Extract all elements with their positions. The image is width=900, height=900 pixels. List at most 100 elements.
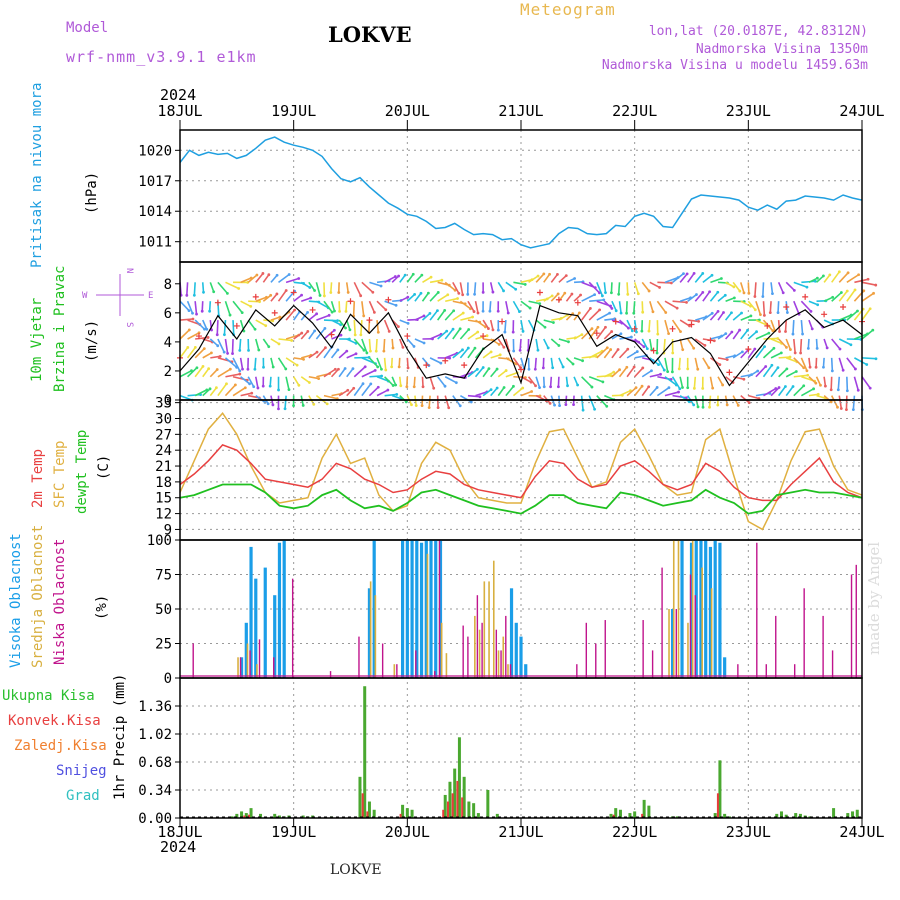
y-tick-label: 0 bbox=[164, 671, 172, 687]
wind-arrow-head bbox=[193, 346, 197, 349]
wind-arrow-head bbox=[866, 277, 870, 281]
time-label-top: 18JUL bbox=[157, 102, 202, 120]
cloud-bar bbox=[434, 671, 436, 678]
wind-arrow bbox=[467, 394, 480, 398]
wind-arrow bbox=[793, 357, 805, 369]
wind-arrow-head bbox=[692, 403, 696, 407]
dewpoint-line bbox=[179, 483, 863, 515]
wind-arrow bbox=[238, 338, 242, 351]
wind-arrow bbox=[573, 357, 583, 362]
wind-arrow-head bbox=[411, 272, 415, 276]
wind-arrow bbox=[581, 293, 595, 302]
wind-arrow-head bbox=[710, 311, 714, 315]
wind-arrow-head bbox=[753, 308, 757, 312]
wind-arrow-head bbox=[814, 381, 818, 385]
wind-arrow-head bbox=[212, 290, 216, 294]
wind-arrow bbox=[626, 387, 637, 397]
wind-arrow-head bbox=[406, 295, 410, 299]
wind-arrow-head bbox=[443, 384, 447, 388]
wind-arrow bbox=[232, 300, 243, 314]
wind-arrow-head bbox=[202, 347, 206, 351]
wind-arrow bbox=[710, 277, 722, 284]
wind-arrow bbox=[330, 368, 340, 378]
wind-arrow bbox=[489, 301, 492, 312]
cloud-bar bbox=[291, 578, 294, 678]
wind-arrow-head bbox=[626, 292, 630, 296]
wind-arrow bbox=[770, 352, 782, 359]
wind-arrow-head bbox=[206, 336, 210, 339]
wind-arrow-head bbox=[571, 362, 575, 366]
wind-arrow-head bbox=[838, 347, 842, 351]
cloud-bar bbox=[850, 574, 853, 678]
cloud-bar bbox=[476, 595, 479, 678]
wind-arrow-head bbox=[226, 352, 229, 355]
wind-arrow-head bbox=[336, 348, 340, 352]
wind-arrow bbox=[285, 357, 298, 366]
wind-arrow bbox=[702, 312, 713, 321]
wind-arrow-head bbox=[518, 310, 521, 314]
wind-arrow-head bbox=[255, 273, 259, 277]
wind-arrow-head bbox=[384, 308, 388, 312]
wind-arrow-head bbox=[491, 290, 495, 294]
wind-arrow-head bbox=[761, 295, 765, 298]
wind-arrow bbox=[823, 274, 831, 283]
wind-arrow bbox=[604, 371, 615, 378]
wind-arrow-head bbox=[485, 334, 489, 338]
wind-arrow-head bbox=[770, 363, 774, 367]
wind-arrow-head bbox=[359, 333, 363, 337]
wind-arrow bbox=[473, 282, 477, 295]
wind-arrow bbox=[588, 350, 603, 359]
wind-arrow bbox=[429, 310, 439, 321]
cloud-bar bbox=[855, 564, 857, 678]
wind-gust-marker bbox=[612, 318, 619, 325]
wind-arrow bbox=[293, 332, 303, 340]
wind-arrow-head bbox=[629, 335, 633, 339]
wind-arrow bbox=[331, 319, 341, 326]
wind-arrow-head bbox=[854, 367, 857, 371]
y-tick-label: 1020 bbox=[138, 143, 172, 159]
wind-arrow bbox=[535, 338, 539, 351]
wind-arrow-head bbox=[405, 385, 409, 389]
wind-arrow bbox=[724, 312, 733, 321]
wind-arrow-head bbox=[332, 328, 336, 332]
precip-total-bar bbox=[832, 808, 836, 818]
wind-arrow bbox=[830, 376, 833, 390]
wind-arrow bbox=[376, 357, 383, 370]
precip-total-bar bbox=[846, 813, 850, 818]
cloud-bar bbox=[765, 664, 767, 678]
panel-frame bbox=[179, 677, 863, 819]
wind-arrow-head bbox=[511, 330, 515, 334]
precip-legend-conv: Konvek.Kisa bbox=[8, 713, 101, 729]
wind-arrow bbox=[512, 357, 522, 369]
altitude-label: Nadmorska Visina 1350m bbox=[695, 42, 868, 57]
cloud-bar bbox=[497, 650, 500, 678]
y-tick-label: 21 bbox=[155, 459, 172, 475]
wind-arrow bbox=[474, 301, 479, 314]
wind-arrow-head bbox=[436, 406, 440, 410]
wind-arrow bbox=[399, 338, 404, 348]
wind-arrow-head bbox=[707, 366, 711, 370]
wind-arrow bbox=[293, 357, 304, 361]
wind-arrow-head bbox=[829, 400, 833, 404]
wind-arrow bbox=[861, 376, 871, 389]
year-top: 2024 bbox=[160, 86, 196, 104]
precip-total-bar bbox=[784, 814, 788, 818]
wind-arrow-head bbox=[352, 386, 356, 390]
cloud-bar bbox=[604, 620, 606, 678]
wind-arrow bbox=[777, 301, 780, 313]
wind-arrow bbox=[323, 319, 338, 322]
wind-arrow bbox=[618, 348, 629, 359]
wind-arrow-head bbox=[481, 366, 485, 369]
cloud-bar bbox=[273, 595, 277, 678]
wind-arrow-head bbox=[610, 291, 613, 295]
pressure-unit: (hPa) bbox=[84, 172, 100, 214]
wind-arrow bbox=[300, 297, 311, 302]
wind-arrow-head bbox=[267, 345, 271, 349]
wind-arrow bbox=[232, 357, 241, 372]
cloud-bar bbox=[440, 622, 443, 678]
wind-arrow bbox=[360, 320, 363, 335]
wind-arrow bbox=[694, 291, 704, 302]
wind-arrow-head bbox=[380, 367, 383, 371]
wind-arrow bbox=[505, 385, 515, 397]
wind-arrow-head bbox=[191, 311, 194, 315]
